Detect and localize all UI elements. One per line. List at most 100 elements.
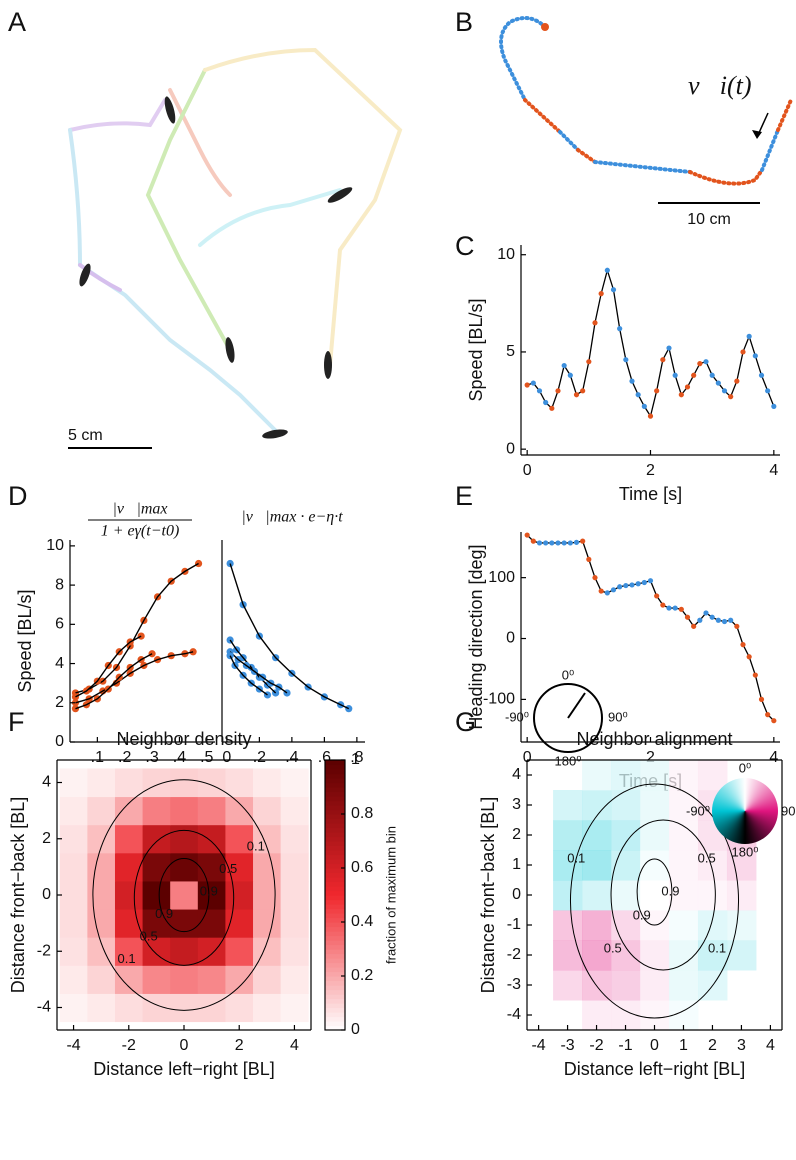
contour-label: 0.9 <box>661 883 679 898</box>
panel-label: E <box>455 481 473 511</box>
y-tick-label: 0 <box>512 886 521 903</box>
point <box>604 267 610 273</box>
colorbar-slice <box>325 859 345 865</box>
heat-cell <box>668 880 699 911</box>
point <box>660 357 666 363</box>
heat-cell <box>668 790 699 821</box>
wheel-label: -90⁰ <box>686 803 710 818</box>
point <box>610 287 617 293</box>
colorbar-slice <box>325 1007 345 1013</box>
heat-cell <box>87 909 116 938</box>
heat-cell <box>225 880 254 910</box>
heat-cell <box>697 910 728 941</box>
contour-label: 0.5 <box>604 940 622 955</box>
point <box>610 587 617 593</box>
colorbar-tick-label: 0 <box>351 1021 360 1038</box>
heat-cell <box>582 760 612 791</box>
colorbar-slice <box>325 791 345 797</box>
y-tick-label: 0 <box>506 630 515 647</box>
colorbar-slice <box>325 868 345 874</box>
point <box>703 359 709 365</box>
colorbar-tick-label: 0.6 <box>351 859 373 876</box>
colorbar-slice <box>325 917 345 923</box>
heat-cell <box>611 850 641 881</box>
colorbar-slice <box>325 940 345 946</box>
heat-cell <box>114 824 144 854</box>
heat-cell <box>225 909 254 938</box>
point <box>524 382 530 388</box>
heat-cell <box>280 937 309 966</box>
compass-label: -90⁰ <box>505 709 529 724</box>
colorbar-slice <box>325 877 345 883</box>
fit-line <box>75 651 194 704</box>
panel-label: A <box>8 7 26 37</box>
contour-label: 0.5 <box>140 929 158 944</box>
heat-cell <box>87 852 116 882</box>
colorbar-slice <box>325 827 345 833</box>
heat-cell <box>142 824 171 854</box>
colorbar-slice <box>325 1025 345 1031</box>
track <box>68 128 282 437</box>
colorbar-slice <box>325 1003 345 1009</box>
panel-label: G <box>455 707 476 737</box>
point <box>641 403 647 409</box>
contour <box>92 779 276 1011</box>
track <box>168 88 232 197</box>
point <box>555 388 561 394</box>
fit-line <box>75 653 153 710</box>
x-tick-label: .4 <box>173 749 186 766</box>
point <box>543 399 549 406</box>
heat-cell <box>114 852 144 882</box>
wheel-label: 0⁰ <box>739 760 751 775</box>
y-tick-label: -100 <box>483 691 515 708</box>
point <box>678 392 684 398</box>
fish-body <box>324 351 332 379</box>
colorbar-slice <box>325 1016 345 1022</box>
track-segment <box>688 168 764 186</box>
x-tick-label: -1 <box>618 1037 632 1054</box>
x-tick-label: 4 <box>290 1037 299 1054</box>
y-tick-label: 3 <box>512 796 521 813</box>
point <box>629 582 635 588</box>
point <box>771 403 777 409</box>
heat-cell <box>197 796 226 826</box>
track <box>78 263 122 292</box>
y-tick-label: 0 <box>506 440 515 457</box>
heat-cell <box>114 965 144 994</box>
y-tick-label: 8 <box>55 576 64 593</box>
point <box>543 540 549 546</box>
colorbar-slice <box>325 818 345 824</box>
fish-body <box>79 263 91 287</box>
x-tick-label: 4 <box>769 749 778 766</box>
point <box>641 579 647 586</box>
heat-cell <box>582 880 612 911</box>
point <box>715 380 721 386</box>
colorbar-slice <box>325 773 345 779</box>
colorbar-slice <box>325 890 345 896</box>
point <box>647 578 654 584</box>
heat-cell <box>697 940 728 971</box>
point <box>617 584 623 590</box>
colorbar-slice <box>325 845 345 851</box>
point <box>635 392 641 398</box>
colorbar-slice <box>325 850 345 856</box>
heat-cell <box>59 852 88 882</box>
point <box>617 326 623 332</box>
chart-title: Neighbor density <box>116 729 251 749</box>
heat-cell <box>59 880 88 910</box>
heat-cell <box>553 790 583 821</box>
x-tick-label: .8 <box>350 749 363 766</box>
y-tick-label: 0 <box>55 733 64 750</box>
heat-cell <box>582 940 612 971</box>
fit-line <box>229 651 288 694</box>
y-tick-label: 4 <box>42 774 51 791</box>
heat-cell <box>170 824 199 854</box>
point <box>721 388 728 394</box>
colorbar-slice <box>325 809 345 815</box>
point <box>709 372 715 378</box>
x-tick-label: .2 <box>118 749 131 766</box>
point <box>592 320 598 326</box>
x-axis-label: Time [s] <box>619 484 682 504</box>
y-tick-label: -1 <box>507 916 521 933</box>
heat-cell <box>87 965 116 994</box>
